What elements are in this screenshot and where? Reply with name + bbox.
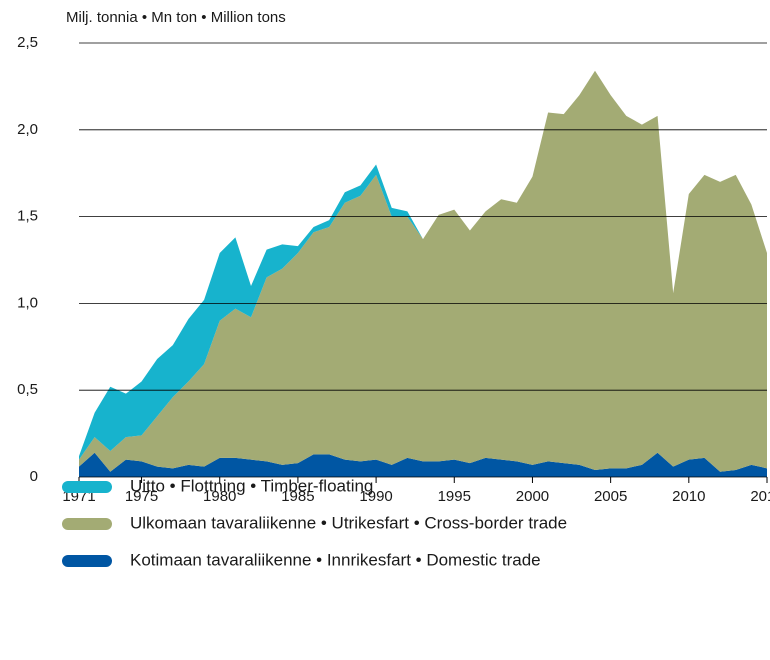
- area: [79, 452, 767, 477]
- y-tick-label: 1,0: [17, 294, 38, 311]
- x-tick-label: 2015: [750, 488, 770, 505]
- y-tick-label: 0: [30, 468, 38, 485]
- legend-swatch: [62, 518, 112, 530]
- area: [79, 70, 767, 460]
- x-tick-label: 1980: [203, 488, 236, 505]
- area: [79, 70, 767, 472]
- x-tick-label: 1995: [438, 488, 471, 505]
- legend-swatch: [62, 481, 112, 493]
- x-tick-label: 1985: [281, 488, 314, 505]
- y-tick-label: 0,5: [17, 381, 38, 398]
- legend-label: Kotimaan tavaraliikenne • Innrikesfart •…: [130, 550, 541, 569]
- x-tick-label: 1990: [359, 488, 392, 505]
- x-tick-label: 2000: [516, 488, 549, 505]
- chart-title: Milj. tonnia • Mn ton • Million tons: [66, 9, 286, 26]
- y-tick-label: 1,5: [17, 208, 38, 225]
- y-tick-label: 2,5: [17, 34, 38, 51]
- legend-label: Uitto • Flottning • Timber-floating: [130, 476, 373, 495]
- x-tick-label: 2010: [672, 488, 705, 505]
- legend-swatch: [62, 555, 112, 567]
- x-tick-label: 1975: [125, 488, 158, 505]
- legend-label: Ulkomaan tavaraliikenne • Utrikesfart • …: [130, 513, 567, 532]
- y-tick-label: 2,0: [17, 121, 38, 138]
- x-tick-label: 2005: [594, 488, 627, 505]
